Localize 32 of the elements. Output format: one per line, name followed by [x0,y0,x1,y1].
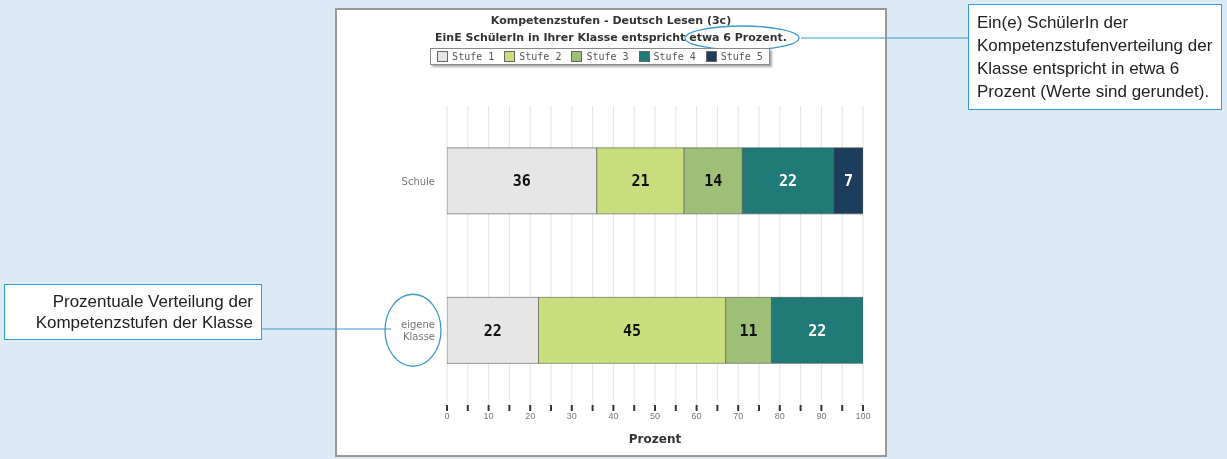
text: Ein(e) SchülerIn der Kompetenzstufenverteilung der Klasse entspricht in etwa 6 Prozent (Werte sind gerundet). [968,4,1222,110]
x-tick-label: 20 [525,411,536,422]
x-tick-label: 40 [608,411,619,422]
legend-label: Stufe 5 [719,51,763,62]
data-label: 45 [623,321,642,340]
data-label: 22 [808,321,827,340]
x-tick-label: 50 [649,411,661,422]
x-tick-label: 70 [733,411,744,422]
data-label: 7 [843,172,853,191]
x-tick-label: 90 [816,411,827,422]
data-label: 14 [704,172,723,191]
x-tick-label: 30 [566,411,577,422]
data-label: 21 [631,172,650,191]
x-tick-label: 10 [483,411,494,422]
chart-subtitle: EinE SchülerIn in Ihrer Klasse entspricht etwa 6 Prozent. [434,31,788,44]
text: Prozentuale Verteilung der Kompetenzstufen der Klasse [4,284,262,340]
x-tick-label: 0 [444,411,450,422]
x-axis-title: Prozent [628,432,682,446]
data-label: 36 [512,172,531,191]
legend-label: Stufe 3 [585,51,629,62]
data-label: 22 [779,172,798,191]
x-tick-label: 80 [774,411,785,422]
legend-label: Stufe 2 [518,51,562,62]
legend-label: Stufe 4 [652,51,696,62]
data-label: 22 [483,321,502,340]
y-tick-label: Schule [401,175,435,187]
x-tick-label: 60 [691,411,702,422]
chart-title: Kompetenzstufen - Deutsch Lesen (3c) [489,14,733,27]
legend-label: Stufe 1 [451,51,495,62]
data-label: 11 [739,321,758,340]
x-tick-label: 100 [855,411,871,422]
y-tick-label: eigene Klasse [401,319,435,343]
